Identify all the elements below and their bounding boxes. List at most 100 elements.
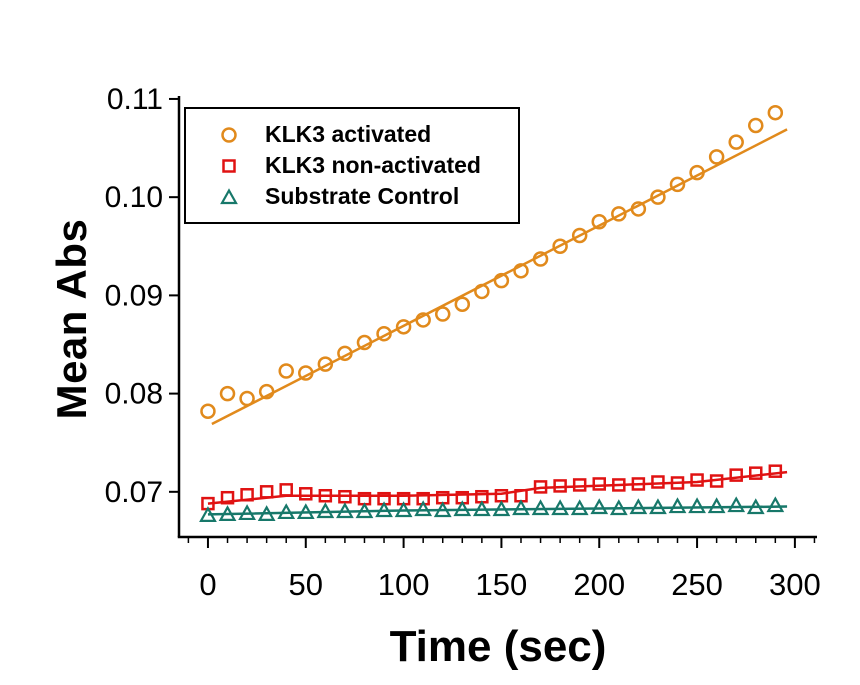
data-point-substrate-control <box>551 499 569 516</box>
data-point-klk3-activated <box>630 201 647 217</box>
data-point-klk3-non-activated <box>768 464 783 478</box>
data-point-substrate-control <box>727 496 746 513</box>
data-point-substrate-control <box>218 505 237 522</box>
data-point-klk3-non-activated <box>749 466 763 480</box>
data-point-klk3-non-activated <box>279 483 293 497</box>
y-tick-label: 0.08 <box>105 378 163 411</box>
x-tick-label: 200 <box>573 567 625 602</box>
data-point-substrate-control <box>746 498 765 515</box>
data-point-substrate-control <box>629 498 648 515</box>
data-point-klk3-non-activated <box>670 476 685 490</box>
data-point-klk3-activated <box>611 206 627 222</box>
x-axis-title: Time (sec) <box>389 622 607 671</box>
data-point-substrate-control <box>238 504 256 521</box>
data-point-klk3-non-activated <box>572 478 587 492</box>
data-point-klk3-activated <box>219 385 236 402</box>
data-point-substrate-control <box>531 499 550 516</box>
data-point-klk3-activated <box>728 134 744 150</box>
data-point-klk3-non-activated <box>240 488 254 502</box>
data-point-klk3-non-activated <box>631 477 646 491</box>
data-point-substrate-control <box>512 499 530 516</box>
data-point-klk3-activated <box>748 117 764 134</box>
legend-label: KLK3 activated <box>265 121 432 147</box>
triangle-marker-icon <box>220 187 238 204</box>
x-tick-label: 0 <box>199 567 216 602</box>
data-point-substrate-control <box>766 496 785 513</box>
data-point-substrate-control <box>394 501 413 518</box>
data-point-klk3-activated <box>258 383 275 400</box>
data-point-klk3-activated <box>376 325 392 342</box>
data-point-klk3-activated <box>571 227 588 244</box>
data-point-klk3-activated <box>200 403 216 420</box>
data-point-substrate-control <box>609 499 628 516</box>
y-tick-label: 0.07 <box>105 476 163 509</box>
y-tick-label: 0.11 <box>107 83 163 116</box>
data-point-klk3-non-activated <box>259 485 274 499</box>
data-point-klk3-activated <box>454 296 471 312</box>
x-tick-label: 250 <box>671 567 723 602</box>
legend-item-substrate-control: Substrate Control <box>186 181 518 212</box>
trend-line-klk3-non-activated <box>207 470 788 505</box>
data-point-substrate-control <box>414 500 433 517</box>
y-tick-label: 0.09 <box>105 279 163 312</box>
data-point-klk3-activated <box>278 363 294 379</box>
data-point-substrate-control <box>472 500 491 517</box>
trend-line-klk3-activated <box>211 128 788 426</box>
x-tick-label: 100 <box>378 567 430 602</box>
data-point-substrate-control <box>199 506 217 522</box>
data-point-klk3-activated <box>434 306 451 322</box>
data-point-klk3-activated <box>708 149 725 165</box>
data-point-klk3-activated <box>650 189 666 205</box>
legend-box: KLK3 activated KLK3 non-activated Substr… <box>184 107 520 224</box>
data-point-klk3-non-activated <box>299 487 313 501</box>
data-point-substrate-control <box>277 503 296 520</box>
legend-item-klk3-activated: KLK3 activated <box>186 119 518 150</box>
data-point-klk3-activated <box>317 356 334 372</box>
data-point-klk3-non-activated <box>220 490 235 505</box>
data-point-klk3-activated <box>532 251 549 267</box>
legend-item-klk3-non-activated: KLK3 non-activated <box>186 150 518 181</box>
legend-label: Substrate Control <box>265 183 460 209</box>
data-point-substrate-control <box>355 502 374 519</box>
data-point-klk3-activated <box>689 164 705 181</box>
data-point-klk3-activated <box>669 176 686 193</box>
data-point-klk3-non-activated <box>494 488 509 503</box>
data-point-substrate-control <box>336 502 354 519</box>
y-tick-label: 0.10 <box>105 181 163 214</box>
data-point-substrate-control <box>375 501 393 518</box>
data-point-klk3-activated <box>474 283 490 300</box>
data-point-klk3-activated <box>767 104 784 121</box>
data-point-klk3-activated <box>356 334 373 351</box>
data-point-klk3-non-activated <box>533 480 548 494</box>
data-point-substrate-control <box>707 497 726 514</box>
data-point-klk3-non-activated <box>318 488 333 503</box>
data-point-substrate-control <box>492 500 511 517</box>
data-point-klk3-activated <box>337 345 353 362</box>
data-point-substrate-control <box>316 502 335 519</box>
data-point-klk3-non-activated <box>553 479 567 493</box>
data-point-klk3-non-activated <box>690 473 704 487</box>
data-point-substrate-control <box>649 498 667 515</box>
data-point-substrate-control <box>453 500 472 517</box>
data-point-substrate-control <box>590 498 609 515</box>
data-point-klk3-activated <box>395 319 412 335</box>
data-point-klk3-activated <box>493 272 510 289</box>
x-tick-label: 50 <box>289 567 323 602</box>
data-point-klk3-non-activated <box>729 468 743 482</box>
data-point-klk3-activated <box>239 390 255 407</box>
data-point-klk3-non-activated <box>709 474 724 488</box>
data-point-klk3-activated <box>591 213 607 230</box>
data-point-klk3-activated <box>415 312 431 328</box>
data-point-substrate-control <box>433 501 452 518</box>
data-point-klk3-activated <box>513 263 529 279</box>
y-axis-title: Mean Abs <box>48 218 95 420</box>
data-point-klk3-activated <box>298 365 314 381</box>
legend-label: KLK3 non-activated <box>265 152 481 178</box>
data-point-klk3-non-activated <box>592 477 606 491</box>
circle-marker-icon <box>221 126 237 143</box>
x-tick-label: 150 <box>476 567 528 602</box>
x-tick-label: 300 <box>769 567 821 602</box>
data-point-substrate-control <box>570 499 589 516</box>
